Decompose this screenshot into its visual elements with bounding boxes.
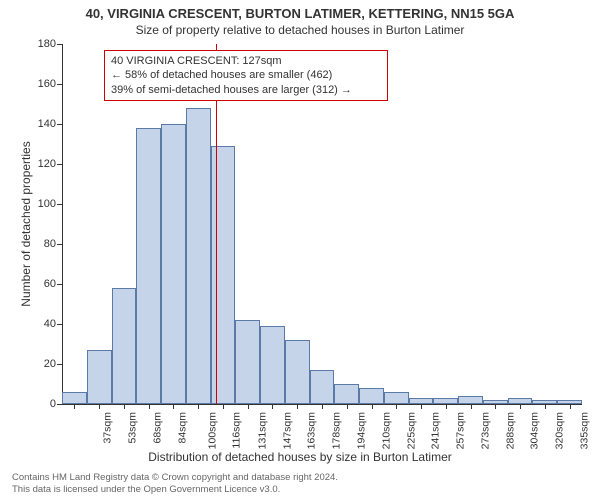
y-tick-label: 20: [26, 358, 56, 370]
x-tick-label: 194sqm: [355, 412, 367, 449]
histogram-bar: [334, 384, 359, 404]
y-tick-label: 80: [26, 238, 56, 250]
y-tick: [57, 44, 62, 45]
y-tick: [57, 324, 62, 325]
info-box-line-2: ← 58% of detached houses are smaller (46…: [111, 68, 381, 82]
x-tick: [248, 404, 249, 409]
y-tick: [57, 404, 62, 405]
x-axis-label: Distribution of detached houses by size …: [148, 450, 452, 464]
x-tick-label: 116sqm: [231, 412, 243, 449]
x-tick: [149, 404, 150, 409]
histogram-plot: 40 VIRGINIA CRESCENT: 127sqm← 58% of det…: [62, 44, 582, 404]
x-tick-label: 100sqm: [207, 412, 219, 449]
histogram-bar: [235, 320, 260, 404]
y-tick-label: 0: [26, 398, 56, 410]
x-tick: [322, 404, 323, 409]
info-box-line-1: 40 VIRGINIA CRESCENT: 127sqm: [111, 54, 381, 68]
x-tick-label: 84sqm: [176, 412, 188, 444]
y-tick: [57, 284, 62, 285]
x-tick-label: 131sqm: [256, 412, 268, 449]
y-tick-label: 160: [26, 78, 56, 90]
x-tick: [198, 404, 199, 409]
x-tick: [421, 404, 422, 409]
y-tick-label: 40: [26, 318, 56, 330]
x-tick: [99, 404, 100, 409]
x-tick: [223, 404, 224, 409]
x-tick-label: 335sqm: [578, 412, 590, 449]
histogram-bar: [260, 326, 285, 404]
y-tick: [57, 204, 62, 205]
x-tick: [173, 404, 174, 409]
x-tick-label: 53sqm: [127, 412, 139, 444]
histogram-bar: [62, 392, 87, 404]
x-tick-label: 304sqm: [529, 412, 541, 449]
page-title: 40, VIRGINIA CRESCENT, BURTON LATIMER, K…: [0, 0, 600, 21]
x-tick: [372, 404, 373, 409]
histogram-bar: [359, 388, 384, 404]
histogram-bar: [136, 128, 161, 404]
x-tick: [297, 404, 298, 409]
histogram-bar: [87, 350, 112, 404]
x-tick: [495, 404, 496, 409]
y-tick-label: 60: [26, 278, 56, 290]
chart-area: 40 VIRGINIA CRESCENT: 127sqm← 58% of det…: [62, 44, 582, 404]
x-tick-label: 163sqm: [306, 412, 318, 449]
x-tick-label: 288sqm: [504, 412, 516, 449]
x-tick-label: 147sqm: [281, 412, 293, 449]
x-tick-label: 210sqm: [380, 412, 392, 449]
histogram-bar: [211, 146, 236, 404]
histogram-bar: [384, 392, 409, 404]
x-tick: [124, 404, 125, 409]
y-tick: [57, 84, 62, 85]
x-tick-label: 257sqm: [454, 412, 466, 449]
histogram-bar: [310, 370, 335, 404]
x-tick: [545, 404, 546, 409]
histogram-bar: [285, 340, 310, 404]
x-tick-label: 273sqm: [479, 412, 491, 449]
y-tick: [57, 164, 62, 165]
x-tick-label: 241sqm: [430, 412, 442, 449]
y-tick-label: 100: [26, 198, 56, 210]
y-tick: [57, 364, 62, 365]
histogram-bar: [458, 396, 483, 404]
page-subtitle: Size of property relative to detached ho…: [0, 21, 600, 41]
x-tick-label: 68sqm: [151, 412, 163, 444]
info-box-line-3: 39% of semi-detached houses are larger (…: [111, 83, 381, 97]
x-tick: [74, 404, 75, 409]
x-tick: [520, 404, 521, 409]
footer-line1: Contains HM Land Registry data © Crown c…: [12, 472, 338, 484]
x-tick: [471, 404, 472, 409]
y-tick-label: 180: [26, 38, 56, 50]
footer-attribution: Contains HM Land Registry data © Crown c…: [12, 472, 338, 496]
histogram-bar: [186, 108, 211, 404]
x-tick-label: 225sqm: [405, 412, 417, 449]
x-tick: [570, 404, 571, 409]
y-tick-label: 120: [26, 158, 56, 170]
histogram-bar: [161, 124, 186, 404]
footer-line2: This data is licensed under the Open Gov…: [12, 484, 338, 496]
y-axis-line: [62, 44, 63, 404]
y-tick: [57, 124, 62, 125]
x-tick: [396, 404, 397, 409]
x-tick-label: 320sqm: [553, 412, 565, 449]
y-tick: [57, 244, 62, 245]
x-tick: [272, 404, 273, 409]
x-tick: [446, 404, 447, 409]
x-tick-label: 37sqm: [102, 412, 114, 444]
info-box: 40 VIRGINIA CRESCENT: 127sqm← 58% of det…: [104, 50, 388, 101]
x-tick: [347, 404, 348, 409]
y-tick-label: 140: [26, 118, 56, 130]
histogram-bar: [112, 288, 137, 404]
x-tick-label: 178sqm: [331, 412, 343, 449]
